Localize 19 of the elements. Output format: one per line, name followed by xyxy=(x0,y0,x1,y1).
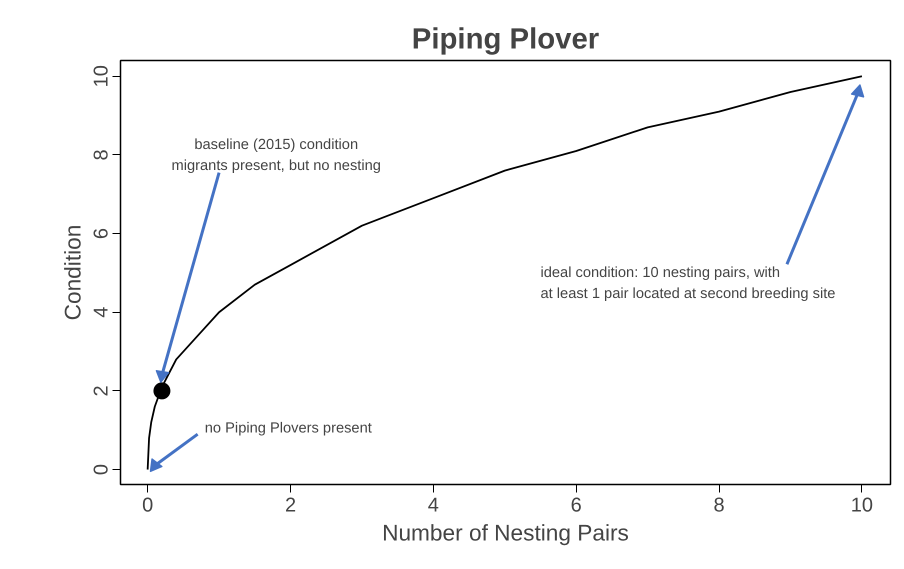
x-tick-label: 4 xyxy=(428,494,439,516)
y-tick-label: 10 xyxy=(90,65,112,88)
x-axis-title: Number of Nesting Pairs xyxy=(382,520,629,546)
x-tick-label: 6 xyxy=(570,494,582,516)
y-tick-label: 0 xyxy=(90,464,112,476)
annotation: ideal condition: 10 nesting pairs, with at least 1 pair located at second breeding site xyxy=(540,265,836,302)
chart-title: Piping Plover xyxy=(412,22,600,56)
y-tick-label: 8 xyxy=(90,149,112,160)
x-tick-label: 8 xyxy=(714,494,725,516)
y-tick-label: 4 xyxy=(90,306,112,318)
x-tick-label: 2 xyxy=(284,494,296,516)
y-tick-label: 6 xyxy=(90,228,112,240)
line-series xyxy=(146,75,863,470)
x-tick-label: 0 xyxy=(142,494,154,516)
y-axis-title: Condition xyxy=(60,224,86,320)
y-tick-label: 2 xyxy=(90,385,112,396)
x-tick-label: 10 xyxy=(850,494,874,516)
annotation: no Piping Plovers present xyxy=(204,420,372,436)
annotation: baseline (2015) condition migrants present, but no nesting xyxy=(172,137,381,174)
